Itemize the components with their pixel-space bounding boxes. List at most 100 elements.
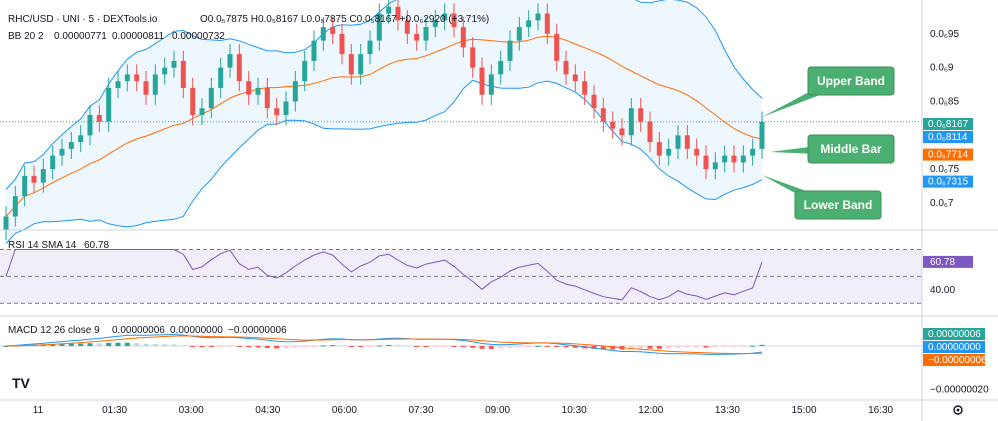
candle-body[interactable] [3, 216, 9, 231]
candle-body[interactable] [367, 40, 373, 55]
candle-body[interactable] [218, 67, 224, 88]
candle-body[interactable] [404, 20, 410, 34]
candle-body[interactable] [740, 155, 746, 163]
candle-body[interactable] [143, 81, 149, 95]
candle-body[interactable] [750, 148, 756, 156]
candle-body[interactable] [460, 27, 466, 48]
candle-body[interactable] [731, 155, 737, 163]
candle-body[interactable] [759, 121, 765, 149]
candle-body[interactable] [414, 33, 420, 41]
rsi-legend-label[interactable]: RSI 14 SMA 14 [8, 240, 77, 251]
candle-body[interactable] [190, 87, 196, 115]
candle-body[interactable] [722, 155, 728, 163]
candle-body[interactable] [134, 74, 140, 82]
candle-body[interactable] [470, 47, 476, 68]
candle-body[interactable] [40, 169, 46, 183]
candle-body[interactable] [106, 87, 112, 122]
candle-body[interactable] [31, 175, 37, 183]
candle-body[interactable] [199, 108, 205, 115]
candle-body[interactable] [348, 54, 354, 75]
price-tag-label: 0.0₆8114 [928, 132, 968, 143]
candle-body[interactable] [68, 142, 74, 149]
macd-hist-bar [432, 346, 438, 347]
candle-body[interactable] [675, 135, 681, 149]
candle-body[interactable] [535, 13, 541, 21]
candle-body[interactable] [311, 40, 317, 61]
candle-body[interactable] [50, 155, 56, 170]
tradingview-logo-icon[interactable]: TV [12, 375, 31, 391]
candle-body[interactable] [600, 108, 606, 122]
candle-body[interactable] [563, 60, 569, 75]
candle-body[interactable] [638, 108, 644, 122]
candle-body[interactable] [479, 67, 485, 95]
candle-body[interactable] [554, 33, 560, 61]
candle-body[interactable] [619, 128, 625, 136]
rsi-pane[interactable] [0, 249, 922, 304]
candle-body[interactable] [582, 81, 588, 95]
macd-hist-bar [143, 343, 149, 346]
price-pane[interactable] [0, 0, 922, 244]
candle-body[interactable] [180, 60, 186, 88]
candle-body[interactable] [386, 6, 392, 14]
candle-body[interactable] [12, 196, 18, 217]
candle-body[interactable] [703, 155, 709, 170]
candle-body[interactable] [442, 13, 448, 21]
candle-body[interactable] [22, 175, 28, 197]
candle-body[interactable] [59, 148, 65, 156]
time-axis[interactable]: 11 01:30 03:00 04:30 06:00 07:30 09:00 10:30 12:… [33, 405, 894, 416]
candle-body[interactable] [236, 54, 242, 82]
macd-legend-label[interactable]: MACD 12 26 close 9 [8, 325, 100, 336]
candle-body[interactable] [171, 60, 177, 68]
macd-hist-bar [87, 343, 93, 346]
candle-body[interactable] [162, 67, 168, 75]
candle-body[interactable] [124, 74, 130, 82]
settings-gear-icon[interactable] [953, 405, 963, 415]
candle-body[interactable] [526, 20, 532, 28]
candle-body[interactable] [647, 121, 653, 143]
candle-body[interactable] [87, 115, 93, 136]
candle-body[interactable] [656, 142, 662, 156]
candle-body[interactable] [152, 74, 158, 95]
candle-body[interactable] [358, 54, 364, 75]
macd-axis[interactable]: −0.00000020 0.00000006 0.00000000 −0.000000… [923, 328, 989, 395]
rsi-axis[interactable]: 40.00 60.78 [923, 255, 973, 296]
candle-body[interactable] [694, 148, 700, 156]
price-axis[interactable]: 0.0₆95 0.0₆9 0.0₆85 0.0₆75 0.0₆7 0.0₆8167 0.0₆… [923, 29, 973, 209]
candle-body[interactable] [395, 6, 401, 21]
candle-body[interactable] [423, 27, 429, 41]
candle-body[interactable] [451, 13, 457, 28]
candle-body[interactable] [115, 81, 121, 88]
candle-body[interactable] [292, 81, 298, 102]
candle-body[interactable] [330, 27, 336, 34]
candle-body[interactable] [227, 54, 233, 68]
candle-body[interactable] [712, 162, 718, 170]
candle-body[interactable] [610, 121, 616, 129]
candle-body[interactable] [246, 81, 252, 95]
candle-body[interactable] [498, 60, 504, 75]
candle-body[interactable] [302, 60, 308, 82]
candle-body[interactable] [544, 13, 550, 34]
candle-body[interactable] [684, 135, 690, 149]
candle-body[interactable] [283, 101, 289, 116]
macd-pane[interactable] [0, 333, 922, 355]
candle-body[interactable] [628, 108, 634, 136]
candle-body[interactable] [516, 27, 522, 41]
candle-body[interactable] [666, 148, 672, 156]
candle-body[interactable] [96, 115, 102, 122]
candle-body[interactable] [274, 108, 280, 115]
candle-body[interactable] [320, 27, 326, 41]
callout-box [807, 66, 895, 96]
candle-body[interactable] [208, 87, 214, 109]
bb-legend-label[interactable]: BB 20 2 [8, 31, 44, 42]
candle-body[interactable] [432, 20, 438, 28]
candle-body[interactable] [591, 94, 597, 109]
candle-body[interactable] [488, 74, 494, 95]
candle-body[interactable] [376, 13, 382, 41]
candle-body[interactable] [339, 33, 345, 55]
candle-body[interactable] [264, 87, 270, 109]
candle-body[interactable] [78, 135, 84, 143]
candle-body[interactable] [507, 40, 513, 61]
candle-body[interactable] [255, 87, 261, 95]
candle-body[interactable] [572, 74, 578, 82]
